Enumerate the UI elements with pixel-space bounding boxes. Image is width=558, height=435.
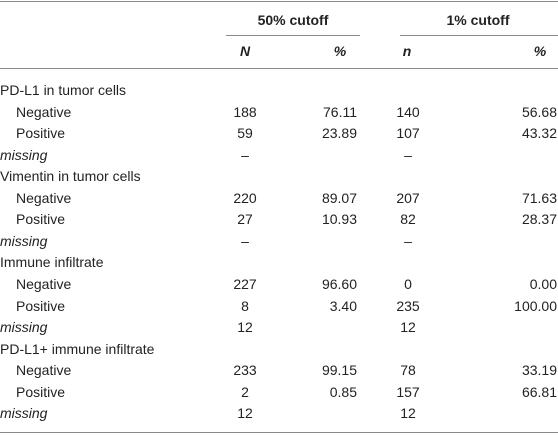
row-label: missing: [0, 146, 48, 163]
cell: 33.19: [521, 362, 557, 379]
cell: –: [404, 232, 412, 249]
cell: 220: [233, 189, 257, 206]
row-label: Positive: [16, 297, 66, 314]
cell: 157: [396, 383, 420, 400]
cell: 28.37: [521, 211, 557, 228]
column-group-header: 50% cutoff: [257, 12, 329, 28]
cell: 233: [233, 362, 257, 379]
column-header: N: [239, 43, 251, 59]
cell: 0.85: [329, 383, 357, 400]
column-header: %: [333, 43, 347, 59]
cell: 107: [396, 125, 420, 142]
cell: 43.32: [521, 125, 557, 142]
row-label: Positive: [16, 383, 66, 400]
cell: 89.07: [321, 189, 357, 206]
cell: 100.00: [514, 297, 557, 314]
row-label: Negative: [16, 103, 72, 120]
cell: 227: [233, 275, 257, 292]
section-title: Immune infiltrate: [0, 254, 104, 271]
row-label: Positive: [16, 125, 66, 142]
cell: 23.89: [321, 125, 357, 142]
cell: 12: [237, 405, 253, 422]
section-title: PD-L1 in tumor cells: [0, 82, 127, 98]
section-title: PD-L1+ immune infiltrate: [0, 340, 155, 357]
cell: 3.40: [329, 297, 357, 314]
cell: 59: [237, 125, 253, 142]
cell: 27: [237, 211, 253, 228]
row-label: missing: [0, 232, 48, 249]
cell: 66.81: [521, 383, 557, 400]
cell: 78: [400, 362, 416, 379]
cell: 188: [233, 103, 257, 120]
rule: [0, 432, 558, 433]
section-title: Vimentin in tumor cells: [0, 168, 141, 185]
cell: 99.15: [321, 362, 357, 379]
cell: 12: [237, 319, 253, 336]
cell: 207: [396, 189, 420, 206]
cell: 71.63: [521, 189, 557, 206]
cell: 76.11: [323, 103, 357, 120]
cell: 8: [241, 297, 249, 314]
cell: –: [404, 146, 412, 163]
cell: –: [241, 232, 249, 249]
rule: [226, 35, 360, 36]
row-label: Positive: [16, 211, 66, 228]
cell: 0: [404, 275, 412, 292]
column-header: %: [533, 43, 547, 59]
row-label: missing: [0, 319, 48, 336]
column-header: n: [402, 43, 412, 59]
row-label: Negative: [16, 362, 72, 379]
cell: 82: [400, 211, 416, 228]
cell: 56.68: [521, 103, 557, 120]
cell: –: [241, 146, 249, 163]
column-group-header: 1% cutoff: [446, 12, 510, 28]
rule: [0, 68, 558, 69]
cell: 96.60: [321, 275, 357, 292]
cell: 2: [241, 383, 249, 400]
row-label: missing: [0, 405, 48, 422]
cell: 235: [396, 297, 420, 314]
rule: [0, 1, 558, 2]
cell: 140: [396, 103, 420, 120]
cell: 0.00: [529, 275, 557, 292]
rule: [400, 35, 558, 36]
row-label: Negative: [16, 275, 72, 292]
row-label: Negative: [16, 189, 72, 206]
cell: 12: [400, 319, 416, 336]
cell: 10.93: [321, 211, 357, 228]
cell: 12: [400, 405, 416, 422]
